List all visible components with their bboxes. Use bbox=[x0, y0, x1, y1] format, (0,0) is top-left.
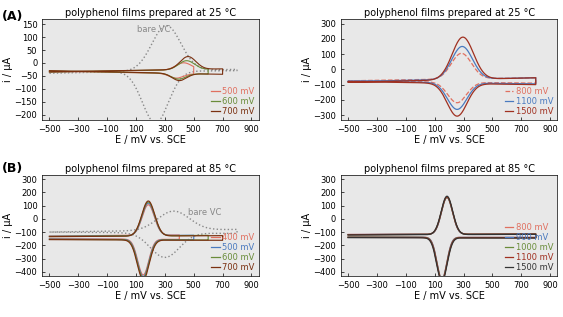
Y-axis label: i / μA: i / μA bbox=[3, 213, 13, 238]
Title: polyphenol films prepared at 25 °C: polyphenol films prepared at 25 °C bbox=[364, 8, 535, 18]
X-axis label: E / mV vs. SCE: E / mV vs. SCE bbox=[414, 135, 485, 145]
Title: polyphenol films prepared at 85 °C: polyphenol films prepared at 85 °C bbox=[364, 164, 535, 174]
X-axis label: E / mV vs. SCE: E / mV vs. SCE bbox=[115, 135, 186, 145]
Y-axis label: i / μA: i / μA bbox=[3, 57, 13, 82]
Title: polyphenol films prepared at 85 °C: polyphenol films prepared at 85 °C bbox=[65, 164, 236, 174]
Text: bare VC: bare VC bbox=[188, 208, 221, 217]
Text: (A): (A) bbox=[2, 10, 23, 23]
Text: bare VC: bare VC bbox=[137, 25, 171, 35]
Legend: 500 mV, 600 mV, 700 mV: 500 mV, 600 mV, 700 mV bbox=[211, 87, 254, 116]
X-axis label: E / mV vs. SCE: E / mV vs. SCE bbox=[115, 291, 186, 301]
Legend: 800 mV, 1100 mV, 1500 mV: 800 mV, 1100 mV, 1500 mV bbox=[505, 87, 553, 116]
Legend: 800 mV, 900 mV, 1000 mV, 1100 mV, 1500 mV: 800 mV, 900 mV, 1000 mV, 1100 mV, 1500 m… bbox=[505, 223, 553, 272]
X-axis label: E / mV vs. SCE: E / mV vs. SCE bbox=[414, 291, 485, 301]
Legend: 400 mV, 500 mV, 600 mV, 700 mV: 400 mV, 500 mV, 600 mV, 700 mV bbox=[211, 233, 254, 272]
Y-axis label: i / μA: i / μA bbox=[302, 57, 312, 82]
Title: polyphenol films prepared at 25 °C: polyphenol films prepared at 25 °C bbox=[65, 8, 236, 18]
Y-axis label: i / μA: i / μA bbox=[302, 213, 312, 238]
Text: (B): (B) bbox=[2, 162, 23, 175]
